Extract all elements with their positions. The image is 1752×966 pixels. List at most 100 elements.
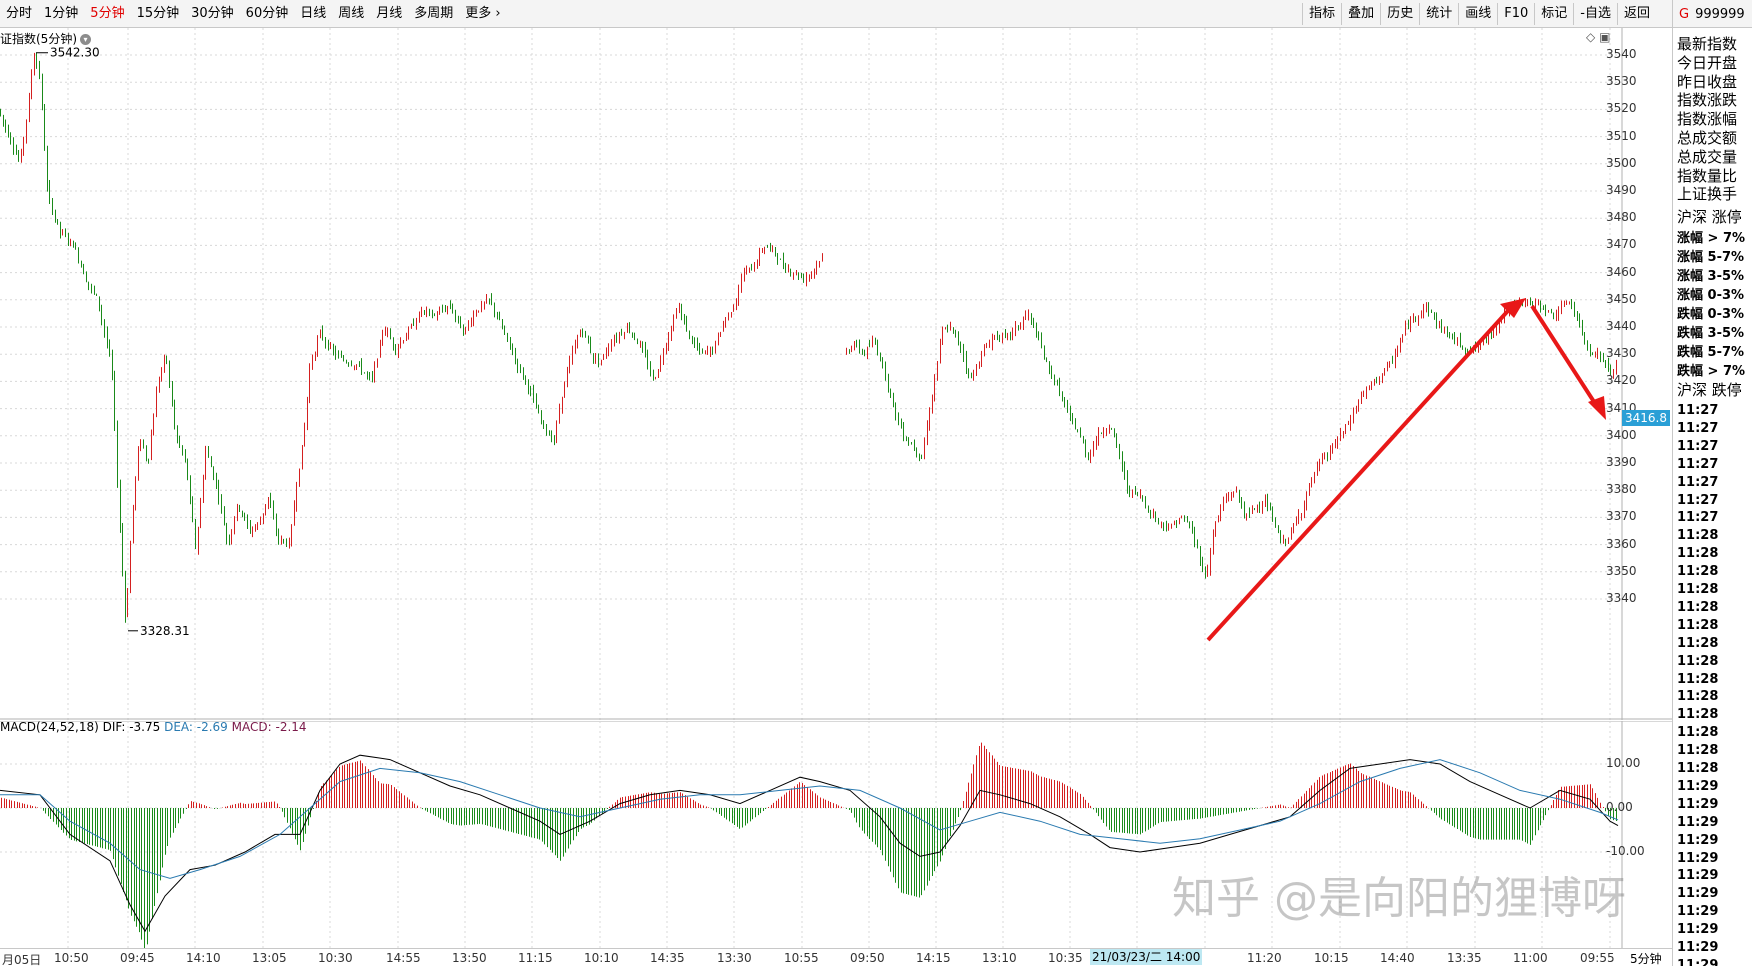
time-tick: 14:55 bbox=[386, 951, 421, 965]
macd-tick: -10.00 bbox=[1606, 844, 1645, 858]
quote-field-label: 指数涨跌 bbox=[1677, 91, 1738, 110]
tick-time: 11:29 bbox=[1677, 850, 1719, 866]
tick-time: 11:27 bbox=[1677, 438, 1719, 454]
price-tick: 3440 bbox=[1606, 319, 1637, 333]
time-tick: 14:10 bbox=[186, 951, 221, 965]
time-tick: 13:05 bbox=[252, 951, 287, 965]
dif-line bbox=[0, 754, 1619, 933]
time-tick: 09:50 bbox=[850, 951, 885, 965]
period-tab-10[interactable]: 更多 › bbox=[465, 6, 501, 21]
tool-button-0[interactable]: 指标 bbox=[1302, 3, 1341, 25]
tick-time: 11:28 bbox=[1677, 671, 1719, 687]
tick-time: 11:27 bbox=[1677, 403, 1719, 418]
range-label: 涨幅 > 7% bbox=[1677, 231, 1746, 246]
period-tab-2[interactable]: 5分钟 bbox=[90, 6, 125, 21]
tool-button-2[interactable]: 历史 bbox=[1380, 3, 1419, 25]
price-tick: 3470 bbox=[1606, 237, 1637, 252]
range-label: 涨幅 0-3% bbox=[1677, 288, 1745, 303]
price-tick: 3490 bbox=[1606, 183, 1637, 197]
tool-button-5[interactable]: F10 bbox=[1497, 3, 1534, 25]
tick-time: 11:28 bbox=[1677, 653, 1719, 669]
tick-time: 11:28 bbox=[1677, 528, 1719, 544]
price-tick: 3480 bbox=[1606, 210, 1637, 225]
tool-button-6[interactable]: 标记 bbox=[1534, 3, 1573, 25]
tick-time: 11:29 bbox=[1677, 814, 1719, 830]
price-tick: 3370 bbox=[1606, 509, 1637, 524]
time-tick: 09:55 bbox=[1580, 951, 1615, 965]
price-tick: 3540 bbox=[1606, 47, 1637, 61]
period-tab-5[interactable]: 60分钟 bbox=[245, 6, 289, 21]
macd-dea: DEA: -2.69 bbox=[164, 720, 228, 734]
high-label: 3542.30 bbox=[50, 46, 100, 60]
tool-button-3[interactable]: 统计 bbox=[1419, 3, 1458, 25]
quote-field-label: 指数涨幅 bbox=[1677, 110, 1738, 129]
tick-time: 11:29 bbox=[1677, 940, 1719, 955]
diamond-icon[interactable]: ◇ bbox=[1586, 30, 1596, 44]
period-tab-6[interactable]: 日线 bbox=[300, 6, 327, 21]
tick-time: 11:27 bbox=[1677, 474, 1719, 490]
time-tick: 11:15 bbox=[518, 951, 553, 965]
range-label: 涨幅 3-5% bbox=[1677, 269, 1745, 284]
macd-tick: 0.00 bbox=[1606, 800, 1633, 814]
tick-time: 11:29 bbox=[1677, 886, 1719, 902]
tick-time: 11:28 bbox=[1677, 743, 1719, 759]
time-axis: 月05日 10:50 09:45 14:10 13:05 10:30 14:55 13:50 1… bbox=[0, 948, 1672, 966]
red-arrow-up bbox=[1206, 300, 1518, 642]
period-tab-7[interactable]: 周线 bbox=[338, 6, 365, 21]
period-toolbar: 分时 1分钟 5分钟 15分钟 30分钟 60分钟 日线 周线 月线 多周期 更多 › 指标 叠加 历史… bbox=[0, 0, 1752, 28]
price-tick: 3450 bbox=[1606, 291, 1637, 306]
tick-time: 11:29 bbox=[1677, 796, 1719, 812]
range-label: 跌幅 0-3% bbox=[1677, 307, 1745, 322]
quote-field-label: 总成交量 bbox=[1677, 147, 1738, 166]
range-label: 跌幅 > 7% bbox=[1677, 364, 1746, 379]
tick-time: 11:28 bbox=[1677, 707, 1719, 723]
tool-buttons: 指标 叠加 历史 统计 画线 F10 标记 -自选 返回 bbox=[1302, 0, 1656, 28]
tick-time: 11:28 bbox=[1677, 617, 1719, 633]
tool-button-7[interactable]: -自选 bbox=[1573, 3, 1617, 25]
period-tab-1[interactable]: 1分钟 bbox=[44, 6, 79, 21]
quote-code: 999999 bbox=[1695, 6, 1745, 22]
tick-time: 11:28 bbox=[1677, 761, 1719, 776]
chevron-down-icon[interactable]: ▾ bbox=[80, 34, 91, 45]
tick-time: 11:29 bbox=[1677, 778, 1719, 794]
time-tick: 14:15 bbox=[916, 951, 951, 965]
price-tick: 3340 bbox=[1606, 591, 1637, 605]
tick-time: 11:28 bbox=[1677, 564, 1719, 580]
price-tick: 3520 bbox=[1606, 101, 1637, 116]
limit-down-label: 沪深 跌停 bbox=[1677, 381, 1742, 399]
price-tick: 3390 bbox=[1606, 455, 1637, 469]
tool-button-4[interactable]: 画线 bbox=[1458, 3, 1497, 25]
price-tick: 3380 bbox=[1606, 482, 1637, 497]
dea-line bbox=[0, 759, 1619, 879]
tick-time: 11:29 bbox=[1677, 832, 1719, 848]
macd-dif: DIF: -3.75 bbox=[102, 720, 161, 734]
period-tab-8[interactable]: 月线 bbox=[376, 6, 403, 21]
tick-time: 11:28 bbox=[1677, 635, 1719, 651]
quote-field-label: 上证换手 bbox=[1677, 185, 1738, 204]
quote-flag: G bbox=[1679, 6, 1690, 22]
tick-time: 11:29 bbox=[1677, 922, 1719, 938]
time-tick: 11:20 bbox=[1247, 951, 1282, 965]
price-tick: 3360 bbox=[1606, 536, 1637, 551]
tool-button-8[interactable]: 返回 bbox=[1616, 3, 1656, 25]
tick-time: 11:27 bbox=[1677, 456, 1719, 472]
red-arrow-down bbox=[1530, 304, 1600, 410]
quote-header: G 999999 bbox=[1672, 0, 1752, 28]
time-tick: 10:30 bbox=[318, 951, 353, 965]
macd-chart[interactable] bbox=[0, 721, 1672, 948]
price-tick: 3350 bbox=[1606, 563, 1637, 578]
range-label: 涨幅 5-7% bbox=[1677, 250, 1745, 265]
period-tab-0[interactable]: 分时 bbox=[6, 6, 33, 21]
time-tick: 10:35 bbox=[1048, 951, 1083, 965]
period-tabs: 分时 1分钟 5分钟 15分钟 30分钟 60分钟 日线 周线 月线 多周期 更多 › bbox=[0, 0, 507, 28]
period-tab-3[interactable]: 15分钟 bbox=[136, 6, 180, 21]
tool-button-1[interactable]: 叠加 bbox=[1341, 3, 1380, 25]
period-tab-9[interactable]: 多周期 bbox=[414, 6, 454, 21]
time-tick: 13:50 bbox=[452, 951, 487, 965]
period-tab-4[interactable]: 30分钟 bbox=[191, 6, 234, 21]
candlestick-chart[interactable]: 3542.30 3328.31 bbox=[0, 28, 1672, 720]
quote-field-label: 总成交额 bbox=[1677, 129, 1738, 147]
tick-time: 11:28 bbox=[1677, 725, 1719, 741]
window-icon[interactable]: ▣ bbox=[1599, 30, 1611, 44]
macd-tick: 10.00 bbox=[1606, 756, 1641, 770]
